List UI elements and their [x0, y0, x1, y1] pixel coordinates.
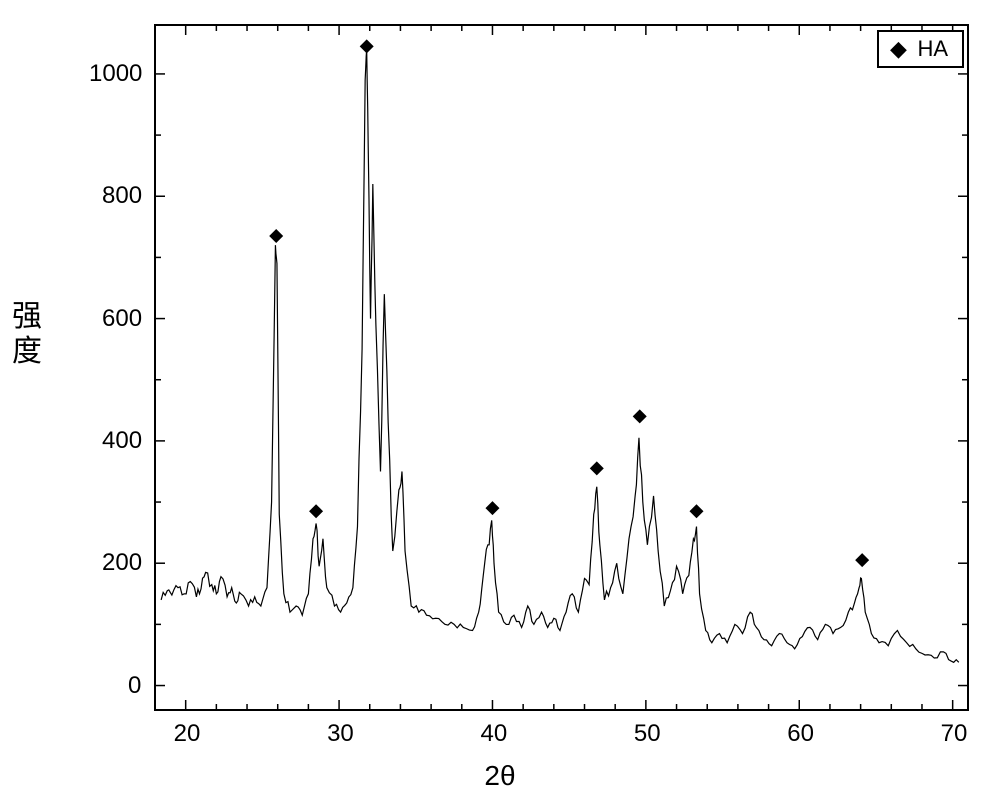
y-tick-label: 600 [102, 305, 142, 333]
y-tick-label: 400 [102, 427, 142, 455]
y-tick-label: 200 [102, 549, 142, 577]
legend-text: HA [917, 36, 948, 62]
x-tick-label: 70 [941, 720, 968, 748]
y-axis-label: 强 度 [12, 300, 44, 369]
x-tick-label: 60 [787, 720, 814, 748]
y-axis-label-char1: 强 [12, 300, 44, 335]
y-tick-label: 1000 [89, 60, 142, 88]
x-tick-label: 30 [327, 720, 354, 748]
chart-svg [0, 0, 1000, 798]
x-tick-label: 20 [174, 720, 201, 748]
legend: ◆ HA [877, 30, 964, 68]
y-axis-label-char2: 度 [12, 335, 44, 370]
y-tick-label: 800 [102, 182, 142, 210]
y-tick-label: 0 [128, 672, 141, 700]
x-tick-label: 50 [634, 720, 661, 748]
xrd-chart: 强 度 2θ ◆ HA 20 30 40 50 60 70 0 200 400 600 800 100… [0, 0, 1000, 798]
legend-diamond-icon: ◆ [889, 36, 907, 62]
x-tick-label: 40 [480, 720, 507, 748]
x-axis-label: 2θ [0, 760, 1000, 792]
